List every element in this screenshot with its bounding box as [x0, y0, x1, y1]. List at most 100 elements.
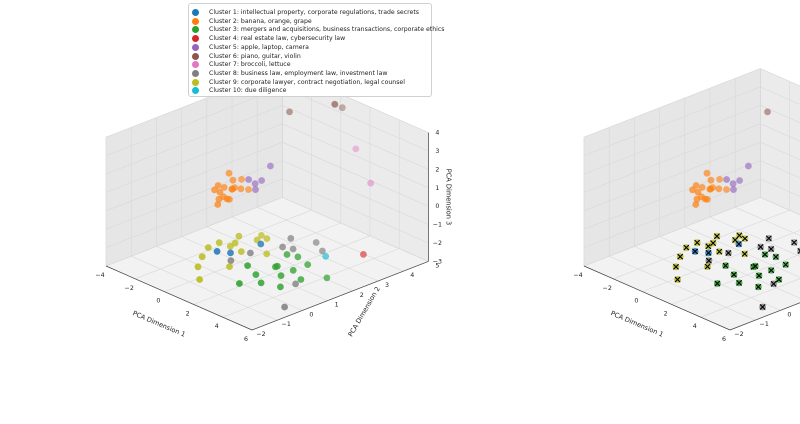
- x-axis-title: PCA Dimension 1: [609, 309, 664, 338]
- data-point-cluster-1: [257, 240, 265, 248]
- x-tick-label: 4: [215, 323, 219, 330]
- x-tick-label: −2: [125, 285, 134, 292]
- grid-line: [282, 197, 429, 262]
- y-axis-title: PCA Dimension 2: [347, 285, 382, 338]
- z-axis-title: PCA Dimension 3: [444, 169, 452, 226]
- data-point-cluster-8: [292, 280, 299, 288]
- x-tick-label: 4: [693, 323, 697, 330]
- x-tick-label: −4: [95, 272, 104, 279]
- y-axis-line: [251, 261, 429, 331]
- grid-line: [709, 216, 800, 257]
- data-point-cluster-5: [251, 180, 259, 188]
- data-point-cluster-3: [257, 279, 265, 287]
- legend-marker: [192, 61, 199, 69]
- data-point-cluster-2: [701, 195, 709, 203]
- x-marker: [730, 271, 737, 278]
- grid-line: [583, 68, 761, 138]
- legend-item: Cluster 3: mergers and acquisitions, bus…: [189, 24, 445, 35]
- legend-label: Cluster 8: business law, employment law,…: [209, 69, 388, 77]
- x-axis-line: [583, 265, 731, 331]
- x-marker: [752, 263, 759, 270]
- data-point-cluster-3: [304, 261, 312, 268]
- x-axis-line: [105, 265, 253, 331]
- y-tick-label: 4: [410, 272, 414, 279]
- data-point-cluster-7: [367, 179, 375, 187]
- data-point-cluster-2: [214, 201, 222, 208]
- x-marker: [672, 263, 679, 270]
- grid-line: [135, 209, 312, 280]
- grid-line: [760, 197, 800, 216]
- data-point-cluster-2: [706, 185, 714, 193]
- data-point-cluster-9: [226, 263, 233, 270]
- x-marker: [741, 250, 748, 257]
- data-point-cluster-7: [352, 145, 360, 153]
- data-point-cluster-2: [237, 185, 245, 193]
- grid-line: [282, 141, 429, 207]
- data-point-cluster-1: [213, 248, 221, 255]
- data-point-cluster-3: [244, 262, 252, 269]
- z-tick-label: 0: [435, 203, 439, 210]
- x-marker: [768, 267, 775, 274]
- x-marker: [741, 235, 748, 242]
- legend-marker: [192, 69, 199, 77]
- data-point-cluster-9: [204, 244, 212, 252]
- legend-marker: [192, 9, 199, 16]
- grid-line: [105, 141, 283, 212]
- legend-marker: [192, 35, 199, 43]
- data-point-cluster-1: [227, 249, 234, 257]
- data-point-cluster-9: [196, 276, 204, 283]
- data-point-cluster-2: [703, 169, 711, 177]
- data-point-cluster-3: [277, 272, 285, 279]
- legend-item: Cluster 7: broccoli, lettuce: [189, 59, 291, 70]
- grid-line: [105, 123, 283, 193]
- grid-line: [613, 209, 790, 280]
- data-point-cluster-2: [211, 186, 218, 194]
- grid-line: [282, 105, 429, 170]
- y-axis-line: [729, 302, 800, 331]
- legend-label: Cluster 7: broccoli, lettuce: [209, 61, 291, 69]
- legend-label: Cluster 1: intellectual property, corpor…: [209, 9, 420, 16]
- data-point-cluster-9: [198, 253, 206, 261]
- grid-line: [156, 246, 303, 311]
- x-tick-label: 2: [186, 310, 190, 317]
- data-point-cluster-9: [263, 250, 271, 258]
- z-tick-label: 4: [435, 130, 439, 137]
- grid-line: [583, 105, 761, 175]
- data-point-cluster-5: [258, 177, 265, 184]
- data-point-cluster-9: [237, 248, 245, 256]
- data-point-cluster-3: [236, 280, 243, 287]
- legend-label: Cluster 4: real estate law, cybersecurit…: [209, 35, 346, 43]
- x-marker: [757, 244, 764, 251]
- z-tick-label: −1: [433, 222, 442, 229]
- data-point-cluster-6: [764, 108, 771, 116]
- x-marker: [692, 248, 699, 255]
- data-point-cluster-6: [338, 104, 346, 112]
- x-marker: [761, 251, 768, 258]
- data-point-cluster-3: [323, 274, 331, 282]
- x-tick-label: −4: [573, 272, 582, 279]
- data-point-cluster-6: [286, 108, 293, 116]
- data-point-cluster-5: [729, 180, 737, 188]
- data-point-cluster-5: [245, 176, 253, 183]
- grid-line: [193, 235, 371, 305]
- data-point-cluster-2: [229, 176, 237, 184]
- grid-line: [282, 86, 429, 152]
- x-marker: [775, 276, 782, 283]
- data-point-cluster-8: [319, 247, 326, 255]
- x-axis-title: PCA Dimension 1: [131, 309, 186, 338]
- grid-line: [282, 123, 429, 189]
- grid-line: [760, 178, 800, 197]
- legend: Cluster 1: intellectual property, corpor…: [188, 3, 445, 97]
- x-marker: [714, 280, 721, 287]
- data-point-cluster-8: [227, 257, 235, 264]
- x-tick-label: 0: [156, 298, 160, 305]
- x-marker: [736, 232, 743, 239]
- legend-marker: [192, 26, 199, 34]
- left-3d-scatter-plot: −4 −2 0 2 4 6 −2 −1 0 1 2 3 4 5−3 −2 −1 0 1 2 3 4 PCA Dimensi…: [95, 68, 452, 343]
- data-point-cluster-2: [707, 176, 715, 184]
- data-point-cluster-9: [235, 232, 243, 240]
- data-point-cluster-2: [693, 195, 701, 203]
- data-point-cluster-8: [281, 303, 288, 311]
- data-point-cluster-3: [297, 276, 305, 283]
- x-marker: [768, 246, 775, 253]
